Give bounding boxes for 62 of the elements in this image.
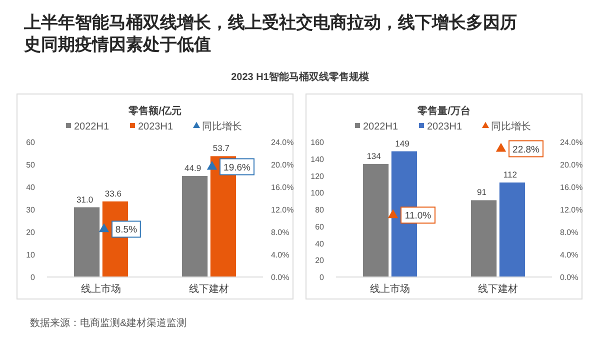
chart-title: 零售量/万台: [416, 105, 470, 117]
y2-tick-label: 24.0%: [560, 138, 583, 147]
source-note: 数据来源：电商监测&建材渠道监测: [30, 317, 187, 329]
y-tick-label: 0: [320, 273, 325, 282]
y-tick-label: 60: [315, 222, 325, 232]
y-tick-label: 160: [310, 138, 325, 147]
bar: [499, 182, 525, 277]
data-label: 8.5%: [115, 224, 138, 236]
data-label: 149: [395, 138, 410, 148]
data-label: 112: [503, 170, 518, 180]
data-label: 31.0: [76, 194, 94, 204]
y-tick-label: 140: [310, 154, 325, 164]
y2-tick-label: 20.0%: [560, 160, 583, 170]
y-tick-label: 40: [26, 183, 36, 192]
y-tick-label: 20: [315, 256, 325, 266]
y2-tick-label: 20.0%: [271, 160, 294, 170]
legend-label: 2022H1: [74, 122, 110, 132]
y-tick-label: 30: [26, 206, 36, 214]
bar: [363, 164, 389, 277]
y2-tick-label: 0.0%: [560, 273, 578, 282]
data-label: 33.6: [104, 188, 122, 198]
data-label: 134: [366, 150, 382, 161]
data-label: 91: [477, 187, 487, 198]
bar: [74, 207, 100, 277]
bar: [471, 200, 497, 277]
y-tick-label: 100: [310, 188, 325, 198]
data-label: 22.8%: [512, 144, 540, 156]
legend-label: 同比增长: [202, 120, 242, 132]
x-tick-label: 线上市场: [370, 283, 410, 295]
y2-tick-label: 12.0%: [560, 206, 583, 214]
y2-tick-label: 8.0%: [271, 228, 290, 237]
legend-label: 2023H1: [427, 122, 462, 132]
y-tick-label: 40: [315, 239, 325, 248]
x-tick-label: 线下建材: [478, 283, 518, 295]
x-tick-label: 线下建材: [189, 283, 229, 295]
x-tick-label: 线上市场: [81, 283, 121, 295]
text: 2023 H1智能马桶双线零售规模: [231, 71, 370, 83]
chart-title: 零售额/亿元: [128, 105, 182, 117]
y2-tick-label: 4.0%: [271, 250, 290, 260]
data-label: 53.7: [212, 143, 230, 154]
legend-label: 同比增长: [491, 120, 531, 132]
bar: [182, 176, 208, 277]
legend-label: 2023H1: [138, 122, 174, 132]
y2-tick-label: 8.0%: [560, 228, 578, 237]
y-tick-label: 0: [30, 273, 36, 282]
data-label: 44.9: [184, 162, 202, 173]
y-tick-label: 120: [310, 172, 325, 181]
y2-tick-label: 16.0%: [271, 183, 294, 192]
y2-tick-label: 0.0%: [271, 273, 290, 282]
y-tick-label: 20: [26, 228, 36, 237]
y2-tick-label: 4.0%: [560, 250, 578, 260]
y-tick-label: 80: [315, 206, 325, 214]
legend-label: 2022H1: [363, 122, 398, 132]
y-tick-label: 10: [26, 250, 36, 260]
y-tick-label: 50: [26, 160, 36, 170]
y2-tick-label: 24.0%: [271, 138, 294, 147]
y2-tick-label: 12.0%: [271, 206, 294, 214]
y-tick-label: 60: [26, 138, 36, 147]
data-label: 19.6%: [224, 162, 252, 174]
data-label: 11.0%: [404, 210, 432, 222]
y2-tick-label: 16.0%: [560, 183, 583, 192]
text: 上半年智能马桶双线增长，线上受社交电商拉动，线下增长多因历史同期疫情因素处于低值: [24, 12, 518, 56]
